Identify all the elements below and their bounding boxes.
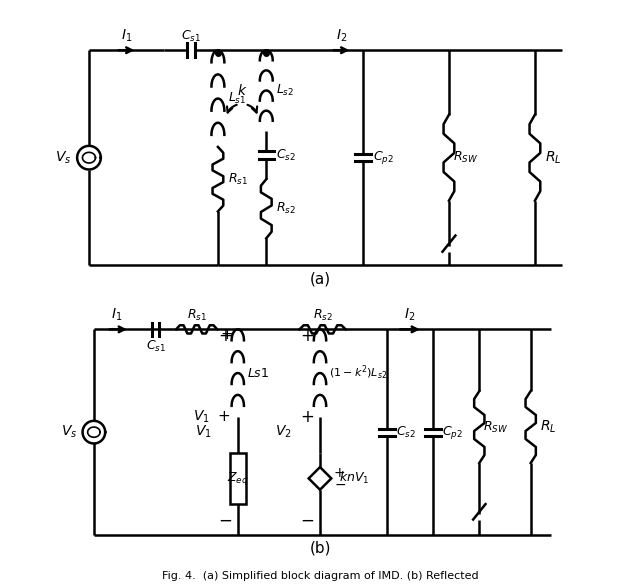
Text: (a): (a) [309, 272, 331, 287]
Text: $R_{s2}$: $R_{s2}$ [276, 201, 296, 216]
Text: +: + [300, 326, 314, 345]
Text: (b): (b) [309, 541, 331, 555]
Text: $R_L$: $R_L$ [545, 150, 561, 166]
Text: Fig. 4.  (a) Simplified block diagram of IMD. (b) Reflected: Fig. 4. (a) Simplified block diagram of … [162, 571, 478, 581]
Text: $V_1$: $V_1$ [195, 424, 212, 440]
Text: $(1-k^2)L_{s2}$: $(1-k^2)L_{s2}$ [329, 364, 388, 382]
Text: $C_{s1}$: $C_{s1}$ [181, 29, 201, 44]
Text: +: + [300, 408, 314, 426]
Text: $I_1$: $I_1$ [121, 27, 132, 44]
Text: $R_{s2}$: $R_{s2}$ [313, 308, 333, 323]
Text: $R_{SW}$: $R_{SW}$ [483, 419, 509, 434]
Text: $V_s$: $V_s$ [56, 150, 72, 166]
Bar [230, 453, 246, 504]
Text: $C_{s2}$: $C_{s2}$ [276, 147, 296, 162]
Text: $Ls1$: $Ls1$ [247, 367, 269, 380]
Text: $L_{s1}$: $L_{s1}$ [228, 91, 246, 106]
Text: $-$: $-$ [218, 510, 232, 529]
Text: $k$: $k$ [237, 82, 247, 98]
Text: $R_{s1}$: $R_{s1}$ [228, 172, 248, 187]
Text: $-$: $-$ [334, 477, 346, 491]
Text: +: + [218, 326, 232, 345]
Text: $knV_1$: $knV_1$ [339, 470, 369, 486]
Text: $V_2$: $V_2$ [275, 424, 292, 440]
Text: $R_{SW}$: $R_{SW}$ [453, 150, 479, 165]
Text: +: + [220, 327, 233, 342]
Text: $R_L$: $R_L$ [540, 419, 556, 435]
Text: $C_{p2}$: $C_{p2}$ [442, 423, 463, 441]
Text: $-$: $-$ [300, 510, 314, 529]
Text: $C_{s2}$: $C_{s2}$ [396, 425, 416, 440]
Text: $C_{s1}$: $C_{s1}$ [145, 339, 166, 354]
Text: +: + [217, 409, 230, 424]
Text: $V_1$: $V_1$ [193, 409, 209, 425]
Text: $C_{p2}$: $C_{p2}$ [372, 149, 394, 166]
Text: $V_s$: $V_s$ [61, 424, 77, 440]
Text: $I_2$: $I_2$ [404, 307, 415, 323]
Text: $R_{s1}$: $R_{s1}$ [187, 308, 207, 323]
Text: $I_2$: $I_2$ [336, 27, 347, 44]
Text: +: + [334, 466, 346, 480]
Text: $I_1$: $I_1$ [111, 307, 123, 323]
Text: $L_{s2}$: $L_{s2}$ [276, 83, 294, 98]
Text: $Z_{eq}$: $Z_{eq}$ [227, 470, 248, 487]
